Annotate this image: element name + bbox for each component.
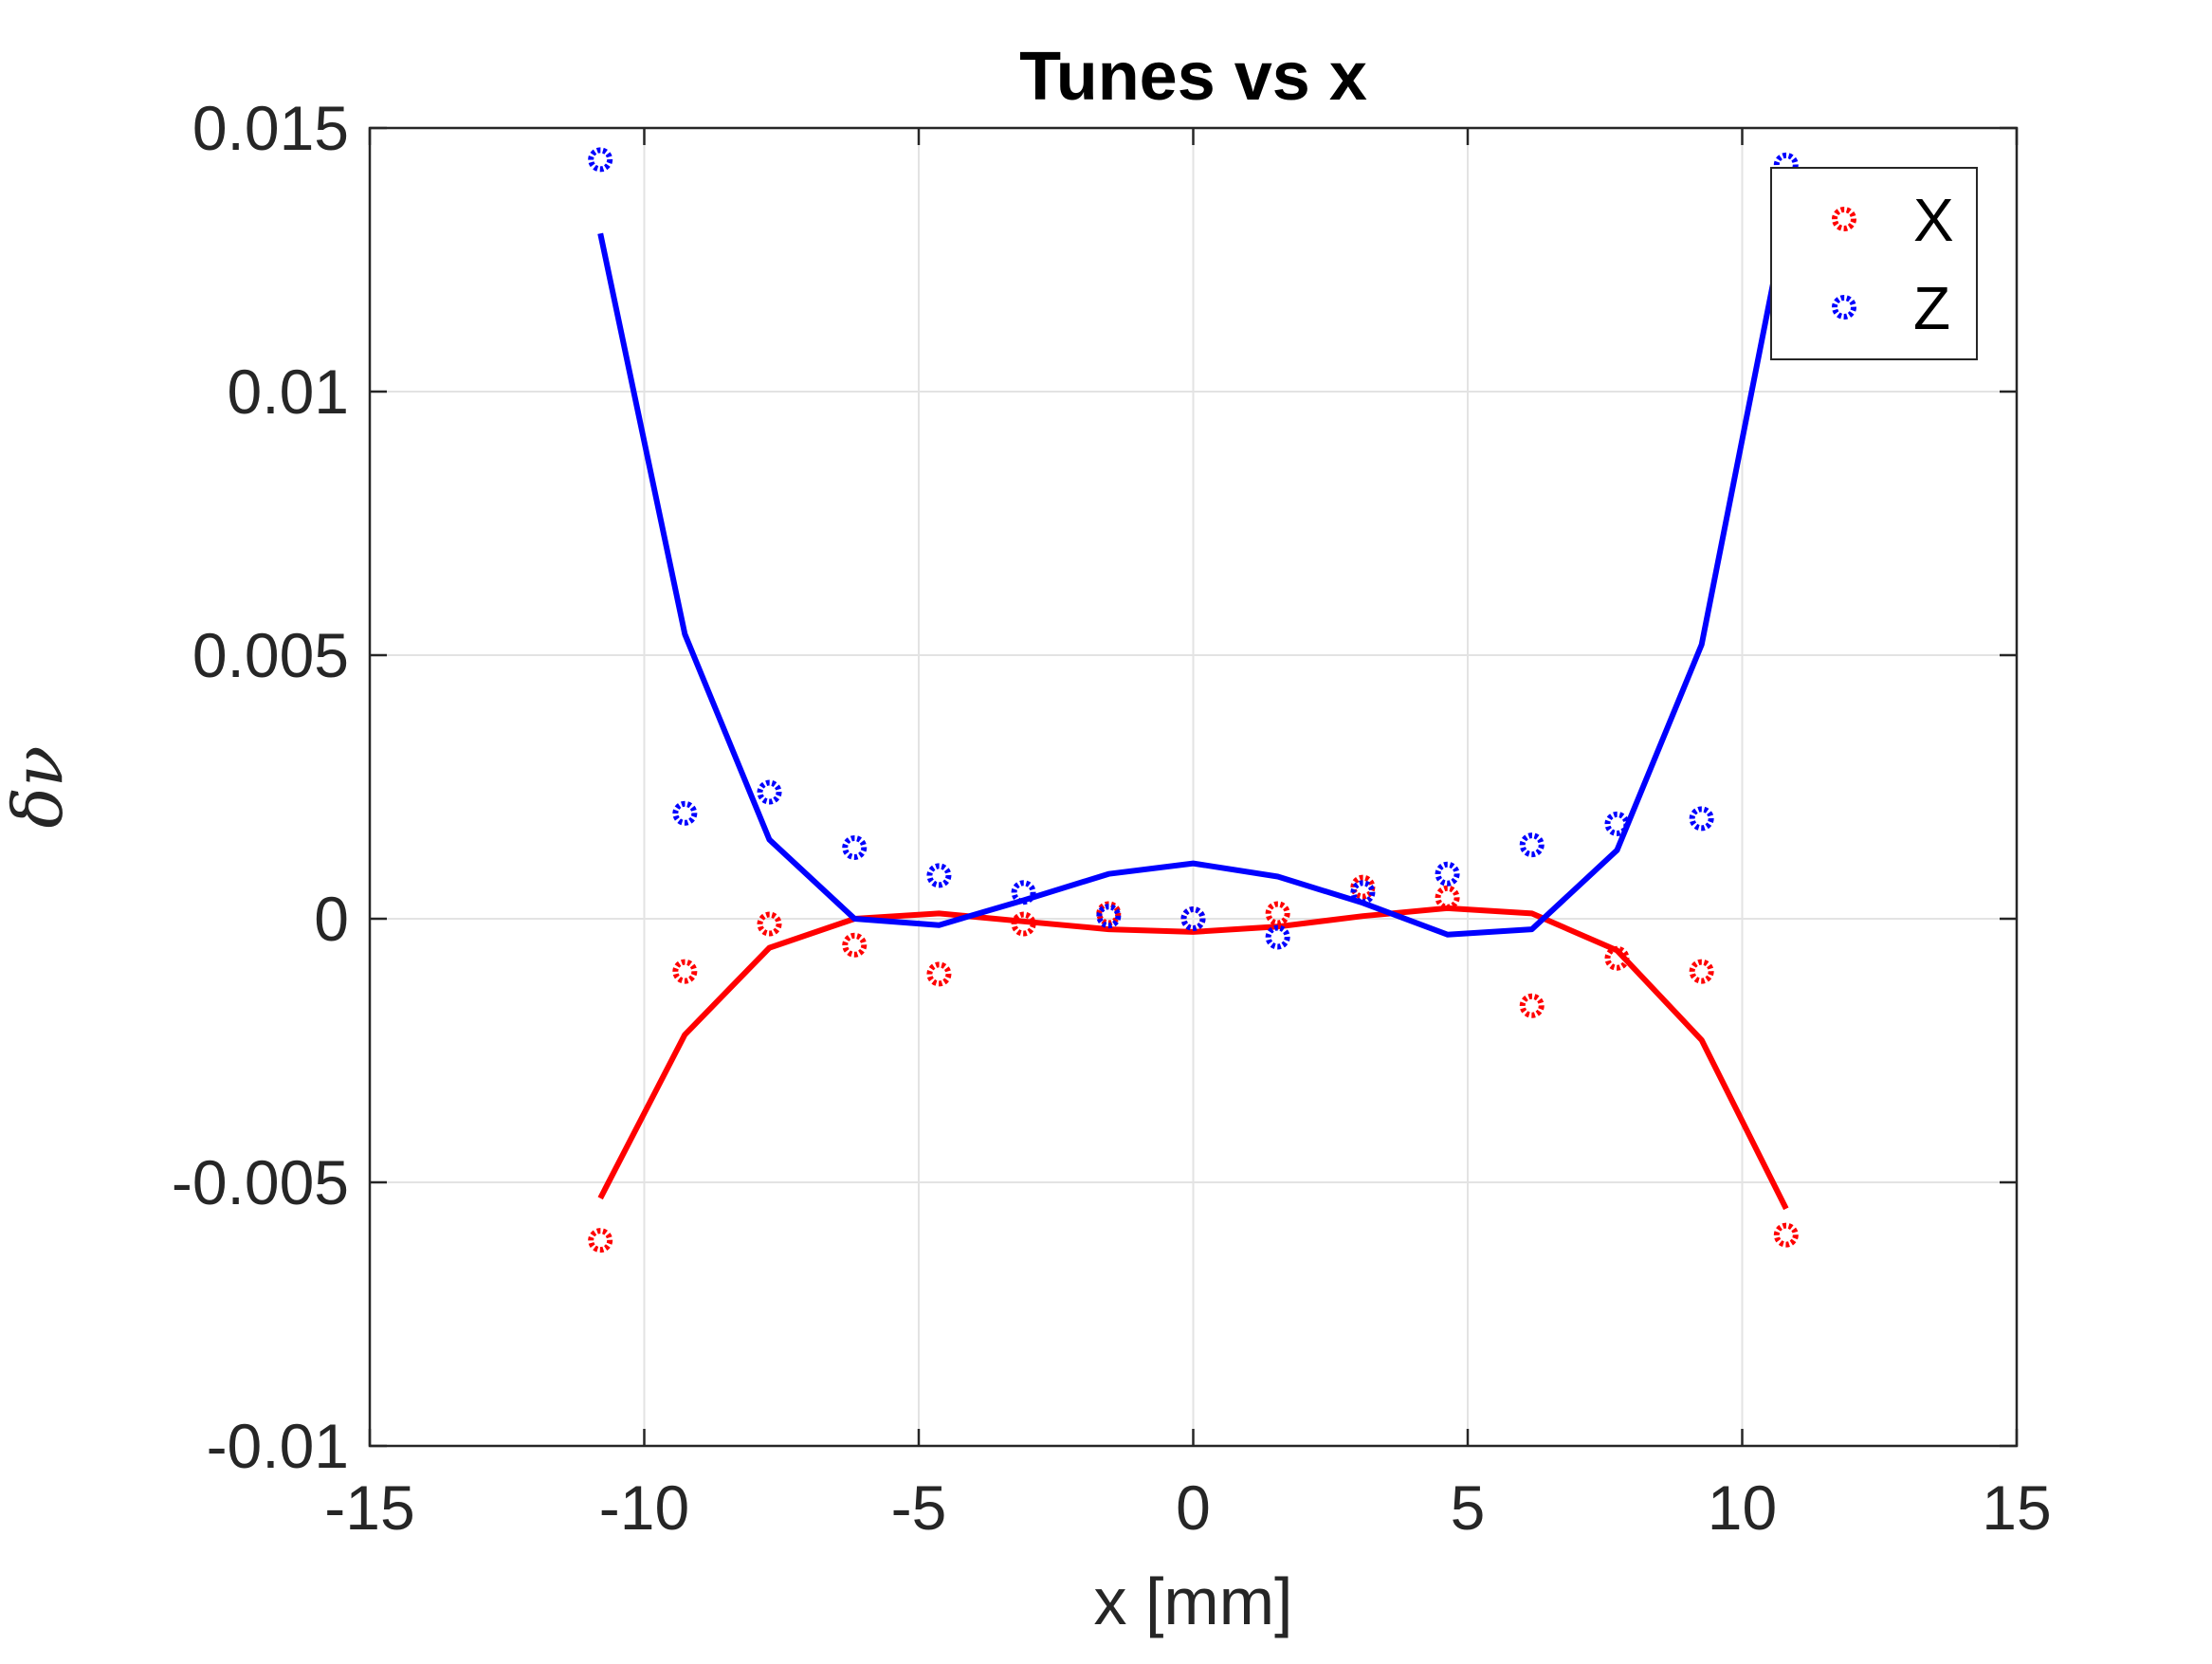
- legend-label-x: X: [1913, 186, 1954, 254]
- series-x-point: [1265, 901, 1290, 926]
- series-x-point: [1519, 993, 1545, 1018]
- series-z-point: [1350, 880, 1376, 905]
- x-tick-label: 10: [1708, 1472, 1777, 1543]
- series-z-point: [757, 779, 782, 805]
- series-z-point: [1096, 904, 1122, 929]
- y-tick-label: -0.01: [207, 1411, 349, 1481]
- series-x-point: [757, 911, 782, 937]
- series-x-point: [672, 959, 698, 984]
- series-z-line: [597, 216, 1789, 938]
- series-x-point: [1689, 959, 1714, 984]
- series-x-point: [1435, 885, 1460, 910]
- series-z-point: [1435, 861, 1460, 887]
- legend: XZ: [1770, 167, 1978, 360]
- series-layer: [588, 147, 1799, 1253]
- series-z-point: [1519, 832, 1545, 858]
- series-z-point: [1265, 924, 1290, 950]
- x-tick-label: -5: [891, 1472, 947, 1543]
- series-x-point: [1011, 911, 1036, 937]
- x-tick-label: 0: [1176, 1472, 1211, 1543]
- series-x-point: [842, 932, 868, 958]
- series-z-point: [588, 147, 613, 173]
- legend-label-z: Z: [1913, 274, 1950, 342]
- series-x-point: [926, 961, 952, 987]
- axis-ticks: -15 -10 -5 0 5 10 15 -0.01 -0.005 0 0.005 0.01 0.015: [172, 93, 2052, 1543]
- series-x-line: [597, 905, 1789, 1211]
- series-x-point: [1773, 1222, 1799, 1248]
- series-z-point: [672, 800, 698, 826]
- legend-box: [1770, 167, 1978, 360]
- series-z-point: [1689, 806, 1714, 832]
- y-tick-label: -0.005: [172, 1147, 349, 1217]
- x-axis-label: x [mm]: [1094, 1564, 1293, 1638]
- y-axis-label: δν: [0, 745, 78, 828]
- x-tick-label: 15: [1982, 1472, 2051, 1543]
- series-z-point: [842, 834, 868, 860]
- legend-marker-x: [1832, 207, 1856, 231]
- legend-marker-z: [1832, 295, 1856, 320]
- series-z-point: [926, 863, 952, 888]
- series-z-point: [1604, 811, 1630, 836]
- series-z-point: [1011, 880, 1036, 905]
- x-tick-label: -10: [599, 1472, 689, 1543]
- chart-title: Tunes vs x: [1019, 39, 1367, 115]
- series-x-point: [1604, 945, 1630, 971]
- y-tick-label: 0.01: [228, 357, 349, 427]
- y-tick-label: 0.015: [192, 93, 349, 163]
- series-x-point: [588, 1228, 613, 1253]
- series-z-point: [1180, 906, 1206, 931]
- x-tick-label: 5: [1451, 1472, 1486, 1543]
- y-tick-label: 0: [314, 884, 349, 954]
- y-tick-label: 0.005: [192, 620, 349, 690]
- x-tick-label: -15: [324, 1472, 414, 1543]
- grid-lines: [370, 128, 2017, 1446]
